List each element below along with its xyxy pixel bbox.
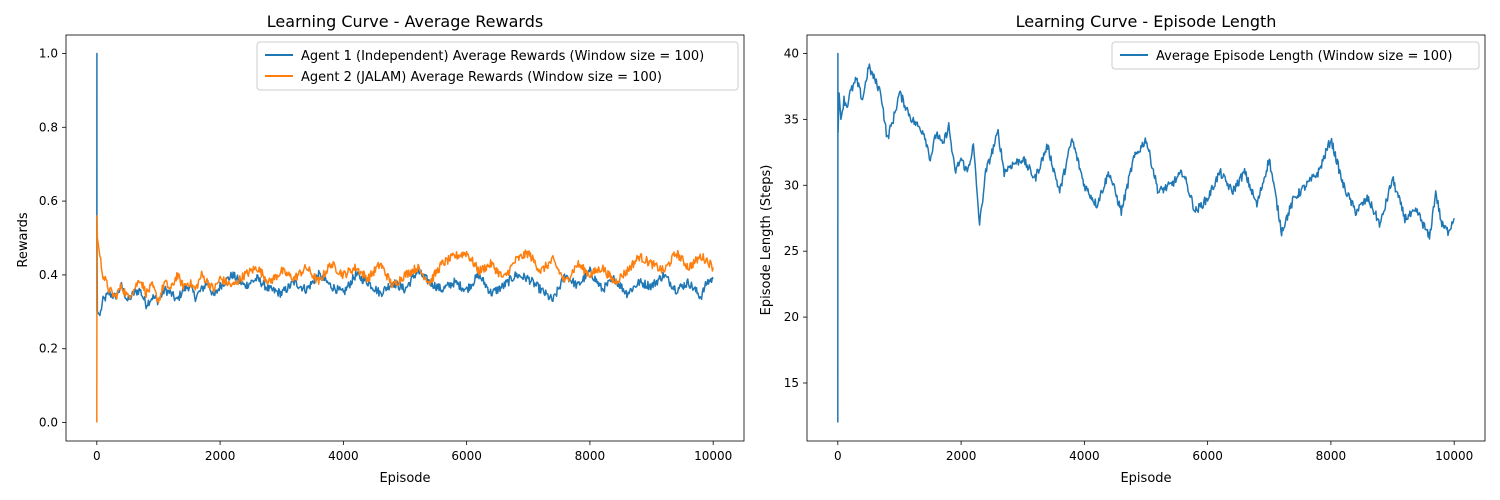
- episode-length-axes-frame: [806, 34, 1486, 442]
- rewards-y-axis-label: Rewards: [16, 212, 31, 267]
- episode-length-y-tick-label: 15: [784, 376, 799, 390]
- rewards-legend-label-2: Agent 2 (JALAM) Average Rewards (Window …: [301, 70, 662, 85]
- episode-length-chart-title: Learning Curve - Episode Length: [1016, 12, 1277, 31]
- rewards-x-tick-label: 0: [93, 449, 101, 463]
- episode-length-y-tick-label: 40: [784, 46, 799, 60]
- episode-length-x-tick-label: 4000: [1069, 449, 1100, 463]
- rewards-legend-label-1: Agent 1 (Independent) Average Rewards (W…: [301, 49, 704, 64]
- rewards-y-tick-label: 0.4: [39, 268, 58, 282]
- rewards-y-tick-label: 0.0: [39, 416, 58, 430]
- episode-length-legend: [1111, 41, 1480, 70]
- rewards-y-tick-label: 0.6: [39, 194, 58, 208]
- rewards-x-tick-label: 6000: [451, 449, 482, 463]
- episode-length-y-tick-label: 25: [784, 244, 799, 258]
- episode-length-y-tick-label: 20: [784, 310, 799, 324]
- episode-length-x-tick-label: 0: [834, 449, 842, 463]
- episode-length-x-tick-label: 8000: [1316, 449, 1347, 463]
- rewards-x-tick-label: 2000: [205, 449, 236, 463]
- rewards-series-line-1: [96, 52, 714, 317]
- episode-length-y-axis-label: Episode Length (Steps): [759, 165, 774, 316]
- episode-length-legend-label-1: Average Episode Length (Window size = 10…: [1156, 49, 1452, 64]
- rewards-x-tick-label: 10000: [694, 449, 732, 463]
- episode-length-y-tick-label: 35: [784, 112, 799, 126]
- rewards-axes-frame: [65, 34, 745, 442]
- rewards-y-tick-label: 1.0: [39, 46, 58, 60]
- rewards-x-tick-label: 8000: [575, 449, 606, 463]
- episode-length-x-tick-label: 6000: [1192, 449, 1223, 463]
- episode-length-x-axis-label: Episode: [1120, 471, 1171, 486]
- episode-length-x-tick-label: 10000: [1435, 449, 1473, 463]
- rewards-y-tick-label: 0.2: [39, 342, 58, 356]
- rewards-x-tick-label: 4000: [328, 449, 359, 463]
- rewards-chart: Learning Curve - Average Rewards Episode…: [16, 12, 745, 486]
- rewards-x-axis-label: Episode: [379, 471, 430, 486]
- rewards-series-line-2: [96, 215, 714, 423]
- rewards-y-tick-label: 0.8: [39, 120, 58, 134]
- rewards-legend: [256, 41, 739, 91]
- episode-length-series-line-1: [837, 52, 1455, 423]
- episode-length-chart: Learning Curve - Episode Length Episode …: [759, 12, 1486, 486]
- rewards-chart-title: Learning Curve - Average Rewards: [267, 12, 543, 31]
- episode-length-x-tick-label: 2000: [946, 449, 977, 463]
- episode-length-y-tick-label: 30: [784, 178, 799, 192]
